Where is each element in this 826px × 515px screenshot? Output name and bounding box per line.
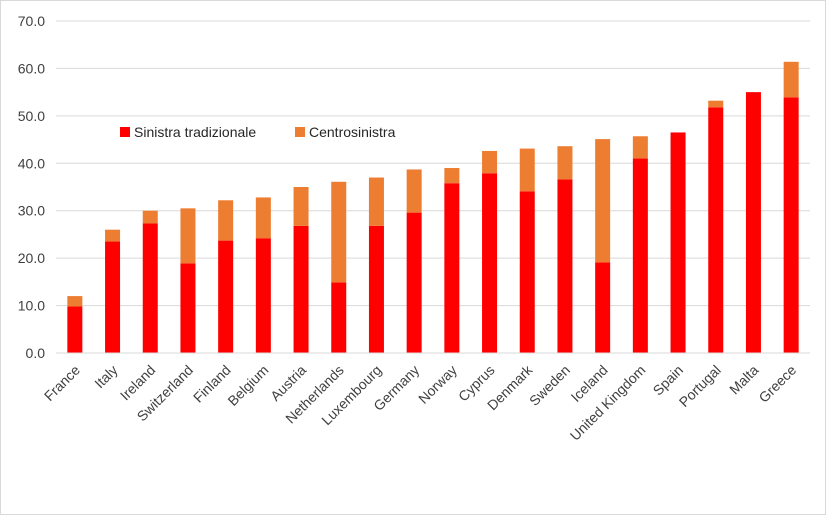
gridlines bbox=[56, 20, 810, 354]
bar-centrosinistra-sweden bbox=[557, 146, 573, 180]
y-tick-label: 20.0 bbox=[18, 250, 45, 266]
bar-centrosinistra-germany bbox=[406, 169, 422, 213]
x-tick-label: Greece bbox=[755, 362, 799, 406]
bar-sinistra-switzerland bbox=[180, 263, 196, 353]
bar-sinistra-spain bbox=[670, 132, 686, 353]
bar-sinistra-portugal bbox=[708, 107, 724, 353]
bar-centrosinistra-iceland bbox=[595, 139, 611, 263]
bar-centrosinistra-luxembourg bbox=[368, 177, 384, 226]
y-tick-label: 50.0 bbox=[18, 108, 45, 124]
bar-sinistra-belgium bbox=[255, 238, 271, 353]
bar-sinistra-greece bbox=[783, 97, 799, 353]
x-tick-label: Norway bbox=[415, 362, 460, 407]
bar-centrosinistra-netherlands bbox=[331, 181, 347, 283]
x-tick-label: Malta bbox=[726, 362, 762, 398]
bar-sinistra-germany bbox=[406, 212, 422, 353]
bar-sinistra-netherlands bbox=[331, 282, 347, 353]
bar-sinistra-norway bbox=[444, 183, 460, 353]
y-tick-label: 0.0 bbox=[26, 345, 46, 361]
y-tick-label: 60.0 bbox=[18, 60, 45, 76]
bar-centrosinistra-france bbox=[67, 296, 83, 307]
bar-centrosinistra-cyprus bbox=[482, 150, 498, 174]
bars bbox=[67, 61, 799, 354]
x-tick-label: Sweden bbox=[526, 362, 573, 409]
bar-centrosinistra-belgium bbox=[255, 197, 271, 239]
bar-sinistra-iceland bbox=[595, 262, 611, 353]
x-axis: France ItalyIrelandSwitzerlandFinlandBelg… bbox=[41, 352, 810, 444]
legend-label-sinistra: Sinistra tradizionale bbox=[134, 124, 256, 140]
legend-swatch-centrosinistra bbox=[295, 127, 305, 137]
y-tick-label: 70.0 bbox=[18, 13, 45, 29]
bar-sinistra-italy bbox=[105, 241, 121, 353]
x-tick-label: Belgium bbox=[224, 362, 271, 409]
bar-centrosinistra-ireland bbox=[142, 210, 158, 224]
y-tick-label: 30.0 bbox=[18, 203, 45, 219]
bar-sinistra-united-kingdom bbox=[632, 158, 648, 353]
bar-centrosinistra-austria bbox=[293, 187, 309, 226]
x-tick-label: Portugal bbox=[676, 362, 724, 410]
legend-label-centrosinistra: Centrosinistra bbox=[309, 124, 396, 140]
bar-sinistra-austria bbox=[293, 225, 309, 353]
bar-sinistra-finland bbox=[218, 240, 234, 353]
legend: Sinistra tradizionale Centrosinistra bbox=[120, 124, 396, 140]
bar-sinistra-sweden bbox=[557, 179, 573, 353]
bar-centrosinistra-greece bbox=[783, 61, 799, 98]
bar-centrosinistra-switzerland bbox=[180, 208, 196, 264]
bar-sinistra-france bbox=[67, 306, 83, 353]
y-tick-label: 10.0 bbox=[18, 298, 45, 314]
bar-sinistra-ireland bbox=[142, 223, 158, 353]
bar-sinistra-cyprus bbox=[482, 173, 498, 353]
y-tick-label: 40.0 bbox=[18, 155, 45, 171]
legend-swatch-sinistra bbox=[120, 127, 130, 137]
x-tick-label: Italy bbox=[91, 362, 120, 391]
bar-centrosinistra-denmark bbox=[519, 148, 535, 192]
bar-sinistra-malta bbox=[745, 92, 761, 354]
y-axis: 0.0 10.0 20.0 30.0 40.0 50.0 60.0 70.0 bbox=[18, 13, 45, 361]
bar-sinistra-denmark bbox=[519, 191, 535, 353]
bar-centrosinistra-portugal bbox=[708, 100, 724, 108]
bar-centrosinistra-norway bbox=[444, 168, 460, 184]
bar-sinistra-luxembourg bbox=[368, 225, 384, 353]
x-tick-label: France bbox=[41, 362, 83, 404]
bar-centrosinistra-united-kingdom bbox=[632, 136, 648, 159]
bar-centrosinistra-italy bbox=[105, 229, 121, 242]
bar-centrosinistra-finland bbox=[218, 200, 234, 241]
